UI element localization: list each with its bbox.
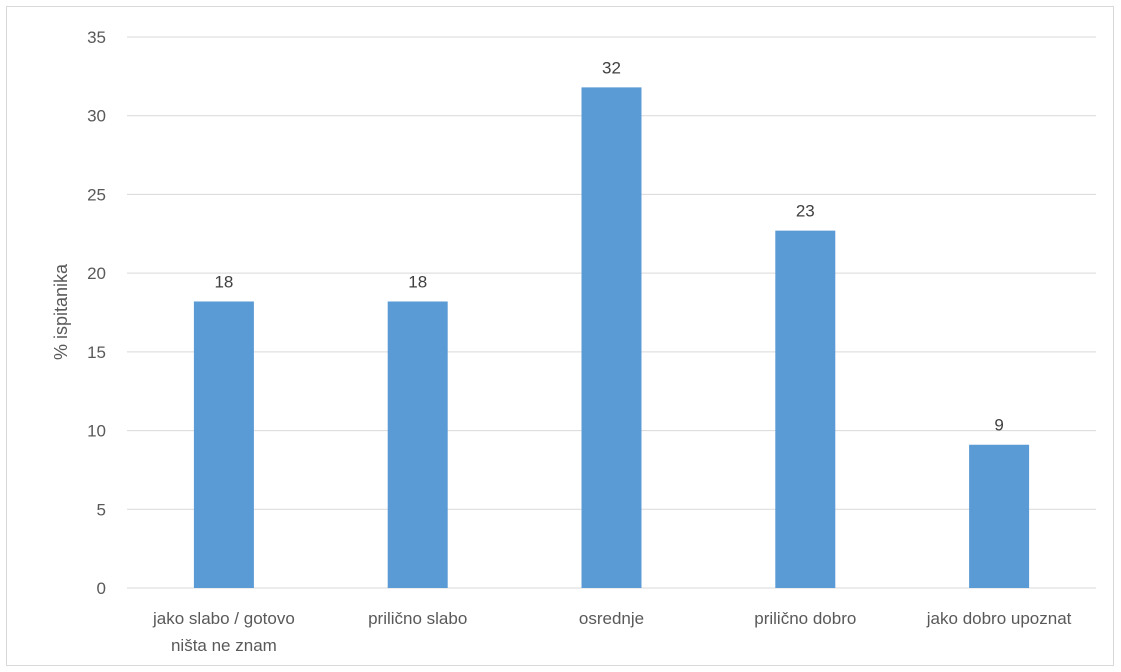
y-tick-label: 10 [87, 422, 106, 441]
bar [969, 444, 1030, 588]
x-category-label: prilično slabo [368, 609, 467, 628]
x-category-label-line: prilično dobro [754, 609, 856, 628]
x-category-label-line: ništa ne znam [171, 636, 277, 655]
x-category-label: prilično dobro [754, 609, 856, 628]
x-category-label-line: prilično slabo [368, 609, 467, 628]
bar [775, 230, 836, 588]
x-category-label: jako dobro upoznat [926, 609, 1072, 628]
x-category-label: jako slabo / gotovo ništa ne znam [152, 609, 295, 655]
bar-data-label: 9 [994, 416, 1003, 435]
y-tick-label: 30 [87, 107, 106, 126]
bars [193, 87, 1030, 589]
bar [581, 87, 642, 589]
y-axis-title: % ispitanika [51, 263, 71, 360]
x-category-label: osrednje [579, 609, 644, 628]
y-axis-ticks: 0 5 10 15 20 25 30 35 [87, 28, 106, 598]
y-tick-label: 15 [87, 343, 106, 362]
bar-data-label: 32 [602, 58, 621, 77]
x-category-label-line: jako dobro upoznat [926, 609, 1072, 628]
y-tick-label: 0 [97, 579, 106, 598]
bar-data-label: 18 [214, 272, 233, 291]
bar [193, 301, 254, 588]
bar [387, 301, 448, 588]
y-tick-label: 5 [97, 500, 106, 519]
x-category-label-line: jako slabo / gotovo [152, 609, 295, 628]
x-axis-categories: jako slabo / gotovo ništa ne znam prilično… [152, 609, 1072, 655]
y-tick-label: 35 [87, 28, 106, 47]
bar-data-label: 18 [408, 272, 427, 291]
y-tick-label: 20 [87, 264, 106, 283]
x-category-label-line: osrednje [579, 609, 644, 628]
bar-data-label: 23 [796, 202, 815, 221]
data-labels: 18 18 32 23 9 [214, 58, 1003, 434]
y-tick-label: 25 [87, 185, 106, 204]
